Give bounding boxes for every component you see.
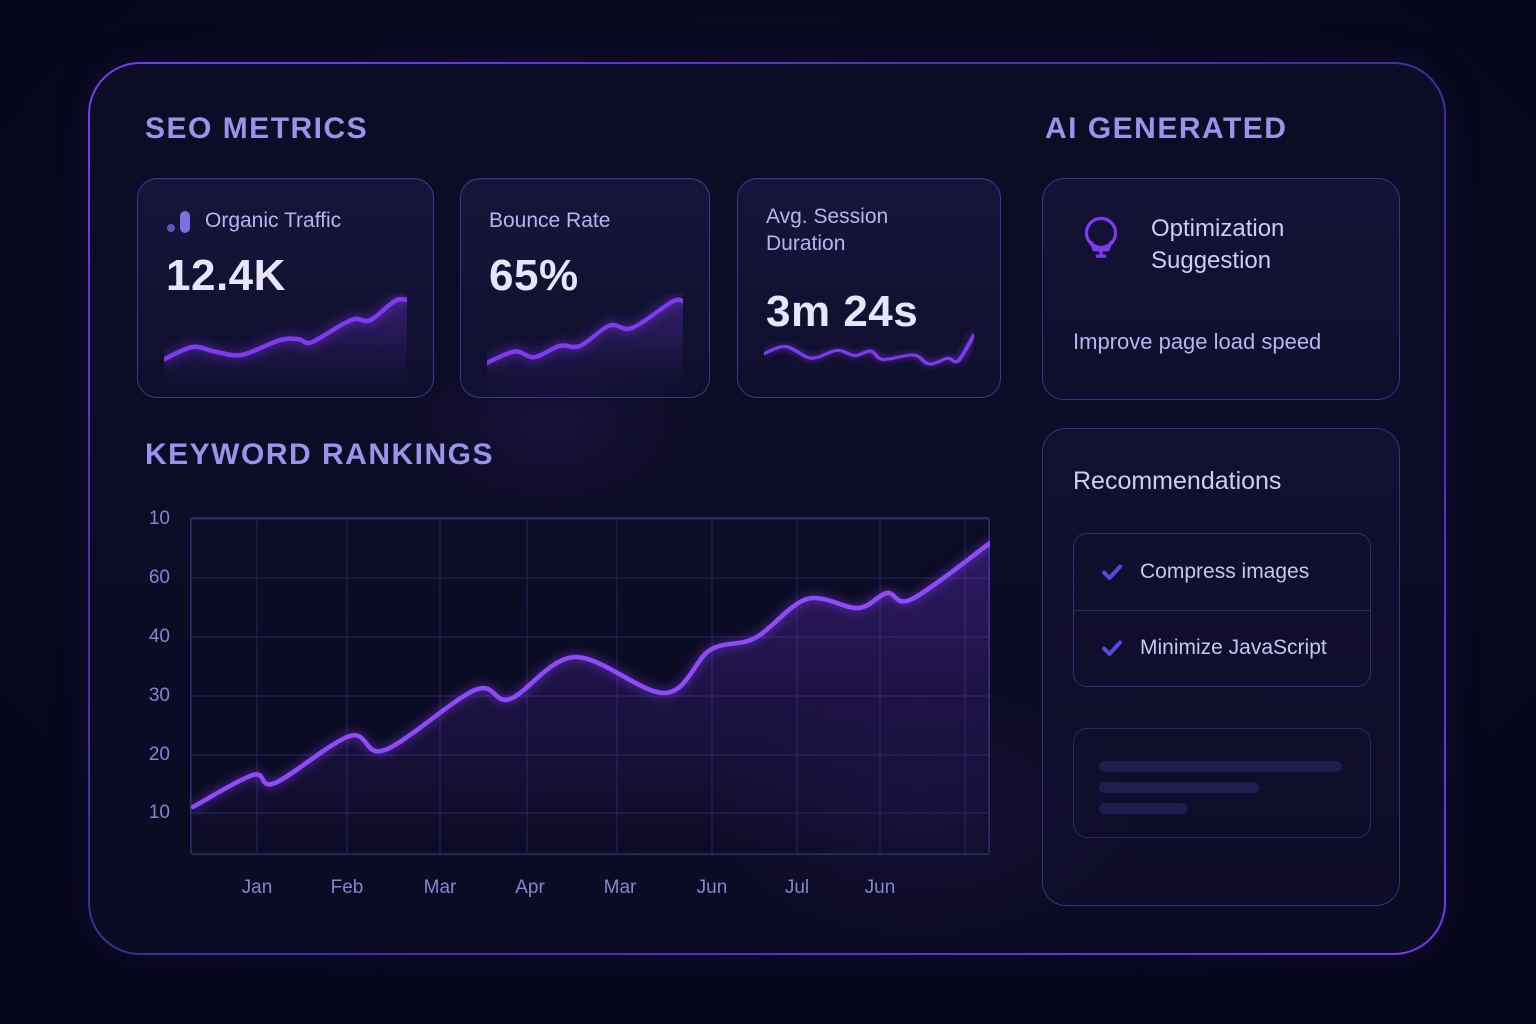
recommendation-list: Compress images Minimize JavaScript xyxy=(1073,533,1371,687)
y-axis-label: 20 xyxy=(148,744,170,765)
metric-card-bounce-rate: Bounce Rate 65% xyxy=(460,178,710,398)
metric-card-label: Organic Traffic xyxy=(205,209,342,232)
x-axis-label: Apr xyxy=(515,877,545,898)
metric-card-value: 3m 24s xyxy=(766,287,919,336)
recommendation-item[interactable]: Compress images xyxy=(1074,534,1370,610)
skeleton-card xyxy=(1073,728,1371,838)
sparkline-chart xyxy=(164,293,407,383)
seo-metrics-heading: SEO METRICS xyxy=(145,112,369,145)
keyword-rankings-chart xyxy=(190,517,990,855)
skeleton-line xyxy=(1099,761,1342,772)
metric-card-organic-traffic: Organic Traffic 12.4K xyxy=(137,178,434,398)
skeleton-line xyxy=(1099,803,1188,814)
x-axis-label: Mar xyxy=(423,877,457,898)
check-icon xyxy=(1102,564,1122,580)
y-axis-label: 10 xyxy=(148,802,170,823)
metric-card-avg-session-duration: Avg. Session Duration 3m 24s xyxy=(737,178,1001,398)
recommendations-title: Recommendations xyxy=(1073,467,1282,495)
x-axis-label: Feb xyxy=(330,877,364,898)
ai-generated-heading: AI GENERATED xyxy=(1045,112,1288,145)
recommendation-item[interactable]: Minimize JavaScript xyxy=(1074,609,1370,687)
metric-card-value: 12.4K xyxy=(166,251,286,300)
recommendation-label: Compress images xyxy=(1140,559,1310,583)
ai-card-title: Optimization Suggestion xyxy=(1151,215,1285,274)
keyword-rankings-heading: KEYWORD RANKINGS xyxy=(145,438,495,471)
recommendation-label: Minimize JavaScript xyxy=(1140,636,1327,660)
lightbulb-icon xyxy=(1084,216,1118,258)
y-axis-label: 30 xyxy=(148,685,170,706)
x-axis-label: Jan xyxy=(241,877,273,898)
x-axis-label: Mar xyxy=(603,877,637,898)
x-axis-label: Jul xyxy=(784,877,810,898)
metric-card-label: Bounce Rate xyxy=(489,209,611,232)
ai-card-subtitle: Improve page load speed xyxy=(1073,329,1322,354)
metric-card-value: 65% xyxy=(489,251,579,300)
bar-chart-icon xyxy=(166,209,192,233)
x-axis-label: Jun xyxy=(864,877,896,898)
ai-suggestion-card: Optimization Suggestion Improve page loa… xyxy=(1042,178,1400,400)
recommendations-panel: Recommendations Compress images Minimize… xyxy=(1042,428,1400,906)
sparkline-chart xyxy=(764,327,974,379)
metric-card-label: Avg. Session Duration xyxy=(766,205,889,256)
y-axis-label: 40 xyxy=(148,626,170,647)
x-axis-label: Jun xyxy=(696,877,728,898)
y-axis-label: 10 xyxy=(148,508,170,529)
sparkline-chart xyxy=(487,293,683,383)
y-axis-label: 60 xyxy=(148,567,170,588)
skeleton-line xyxy=(1099,782,1259,793)
check-icon xyxy=(1102,640,1122,657)
